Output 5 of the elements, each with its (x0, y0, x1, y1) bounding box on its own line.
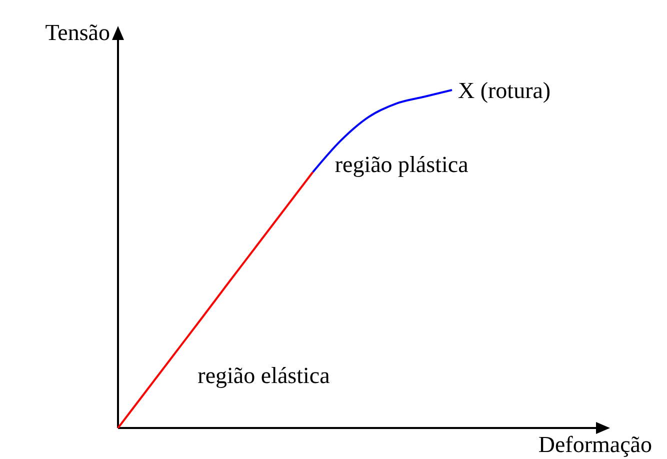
annotation: X (rotura) (458, 78, 551, 103)
x-axis-title: Deformação (538, 432, 652, 457)
annotation: região elástica (198, 362, 330, 388)
annotation: região plástica (334, 152, 468, 178)
y-axis-title: Tensão (45, 20, 110, 45)
